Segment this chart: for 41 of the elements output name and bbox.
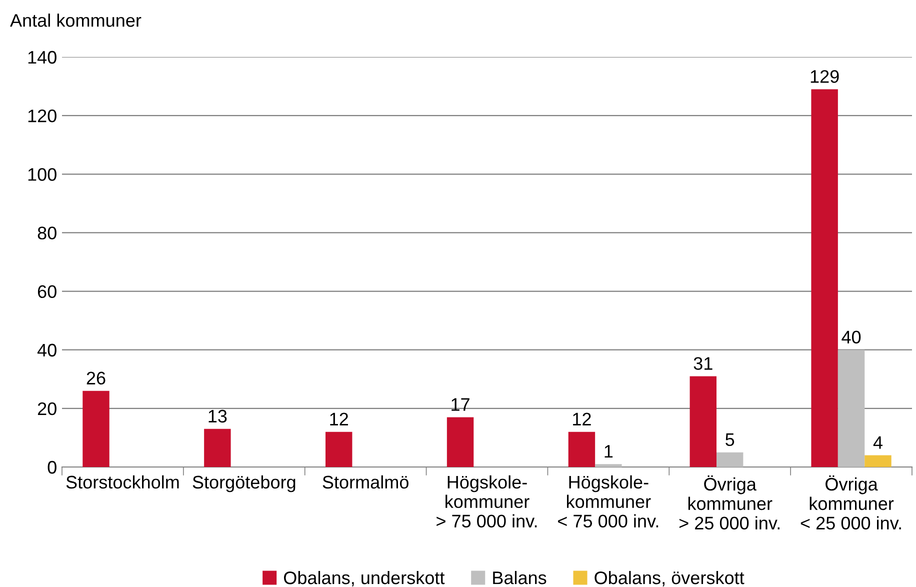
bar — [716, 452, 744, 467]
y-tick-label: 20 — [38, 402, 56, 416]
x-tick-label: Högskole- kommuner > 75 000 inv. — [436, 475, 537, 528]
y-tick-label: 40 — [37, 344, 56, 357]
x-tick-label: Storstockholm — [66, 475, 179, 489]
legend-label: Obalans, underskott — [284, 570, 445, 586]
data-label: 40 — [842, 330, 861, 344]
y-tick-label: 80 — [38, 226, 56, 240]
bar — [82, 390, 110, 467]
bar — [690, 376, 716, 467]
legend-label: Balans — [493, 570, 546, 584]
data-label: 31 — [694, 357, 712, 370]
x-tick-label: Övriga kommuner > 25 000 inv. — [679, 475, 780, 530]
data-label: 26 — [86, 372, 106, 385]
x-tick-label: Övriga kommuner < 25 000 inv. — [800, 475, 901, 530]
y-tick-label: 100 — [28, 168, 56, 181]
bar — [595, 464, 622, 467]
x-tick-label: Högskole- kommuner < 75 000 inv. — [558, 475, 658, 528]
y-tick-label: 120 — [28, 110, 56, 122]
legend-label: Obalans, överskott — [594, 570, 744, 586]
x-tick-label: Stormalmö — [322, 475, 408, 489]
bar — [864, 455, 892, 467]
data-label: 129 — [810, 70, 839, 83]
bar — [568, 432, 596, 467]
data-label: 13 — [208, 410, 227, 423]
bar — [204, 428, 231, 467]
y-tick-label: 140 — [28, 50, 56, 64]
bar — [446, 417, 474, 467]
y-axis-title: Antal kommuner — [10, 14, 142, 27]
x-tick-label: Storgöteborg — [192, 475, 296, 492]
y-tick-label: 0 — [48, 460, 56, 474]
y-tick-label: 60 — [38, 285, 56, 298]
data-label: 1 — [604, 445, 613, 458]
bar — [326, 432, 352, 467]
data-label: 12 — [573, 412, 591, 426]
bar — [838, 350, 865, 467]
data-label: 17 — [452, 398, 470, 411]
data-label: 5 — [726, 433, 734, 446]
data-label: 4 — [873, 436, 882, 449]
data-label: 12 — [330, 412, 348, 426]
bar — [811, 89, 838, 467]
